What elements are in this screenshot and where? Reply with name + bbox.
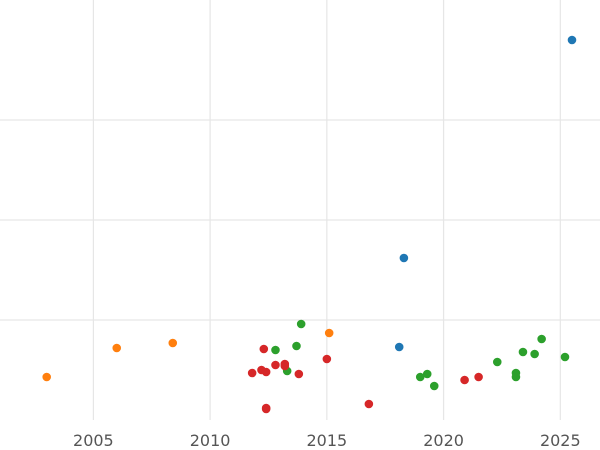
data-point-series-1 — [394, 342, 404, 352]
data-point-series-3 — [429, 381, 439, 391]
data-point-series-4 — [364, 399, 374, 409]
data-point-series-4 — [261, 404, 271, 414]
data-point-series-2 — [42, 372, 51, 382]
grid-layer — [0, 0, 600, 420]
data-point-series-4 — [259, 344, 269, 354]
data-point-series-3 — [415, 372, 425, 382]
data-point-series-4 — [460, 375, 469, 385]
data-point-series-3 — [537, 334, 546, 344]
data-point-series-3 — [511, 372, 521, 382]
data-point-series-4 — [247, 368, 257, 378]
data-point-series-4 — [322, 354, 332, 364]
points-layer — [42, 35, 577, 414]
data-point-series-2 — [324, 328, 334, 338]
data-point-series-1 — [399, 253, 409, 263]
x-tick-label: 2010 — [190, 431, 231, 450]
data-point-series-2 — [168, 338, 178, 348]
data-point-series-4 — [474, 372, 483, 382]
data-point-series-3 — [292, 341, 301, 351]
x-tick-label: 2020 — [423, 431, 464, 450]
data-point-series-4 — [294, 369, 304, 379]
data-point-series-3 — [530, 349, 539, 359]
data-point-series-4 — [271, 360, 280, 370]
x-tick-label: 2015 — [306, 431, 347, 450]
x-tick-label: 2005 — [73, 431, 114, 450]
x-axis-ticks: 2005 2010 2015 2020 2025 — [73, 431, 581, 450]
data-point-series-3 — [518, 347, 528, 357]
data-point-series-4 — [280, 361, 290, 371]
data-point-series-3 — [422, 369, 432, 379]
data-point-series-3 — [296, 319, 306, 329]
data-point-series-1 — [567, 35, 577, 45]
data-point-series-2 — [112, 343, 122, 353]
data-point-series-3 — [560, 352, 570, 362]
data-point-series-3 — [271, 345, 280, 355]
data-point-series-3 — [492, 357, 502, 367]
data-point-series-4 — [261, 367, 271, 377]
x-tick-label: 2025 — [540, 431, 581, 450]
